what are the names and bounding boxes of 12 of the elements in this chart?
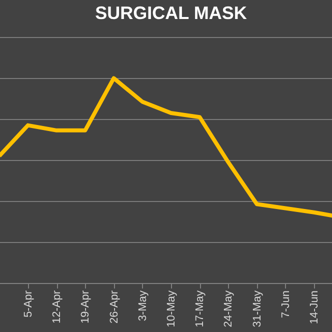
chart-title: SURGICAL MASK [95,3,247,23]
x-tick-label: 10-May [166,290,178,328]
x-tick-label: 17-May [194,290,206,328]
x-tick-label: 7-Jun [280,290,292,318]
x-tick-label: 26-Apr [108,290,120,324]
x-tick-label: 31-May [251,290,264,328]
x-tick-label: 14-Jun [308,290,321,324]
x-tick-label: 19-Apr [80,290,92,324]
x-tick-label: 5-Apr [22,290,34,318]
x-tick-label: 12-Apr [51,290,64,324]
x-tick-label: 3-May [136,290,149,322]
x-tick-label: 24-May [222,290,235,328]
